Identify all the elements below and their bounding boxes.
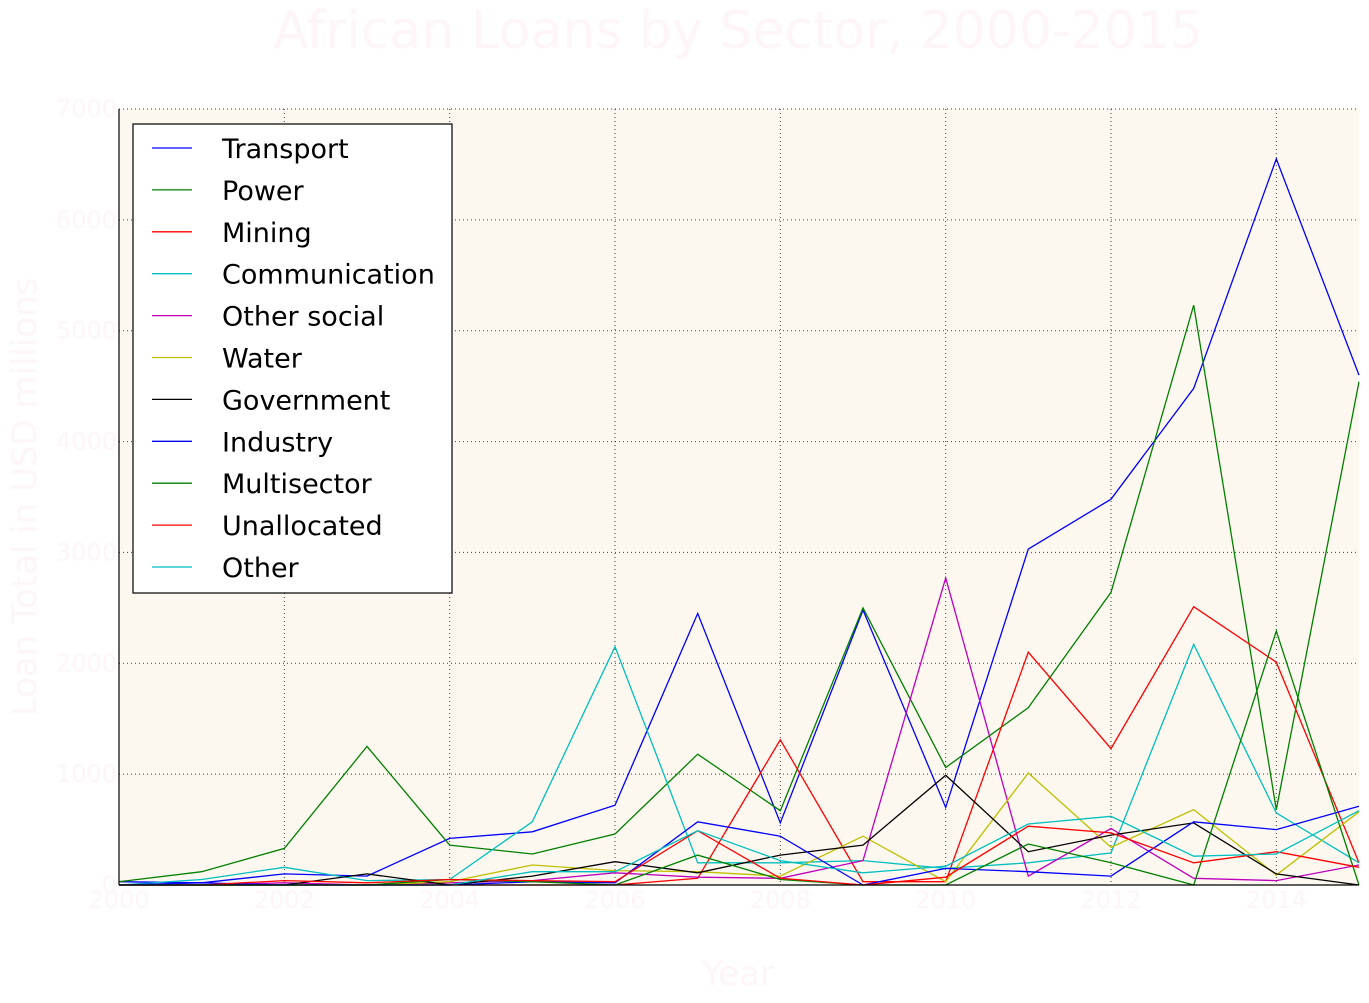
series-line-transport — [118, 157, 1360, 884]
series-line-other-social — [119, 575, 1360, 886]
x-tick-label: 2006 — [584, 886, 645, 914]
legend-label: Other social — [222, 302, 384, 333]
y-tick-label: 3000 — [56, 538, 117, 566]
legend-label: Transport — [221, 134, 349, 165]
x-tick-label: 2002 — [254, 886, 315, 914]
y-tick-label: 1000 — [56, 760, 117, 788]
y-tick-label: 4000 — [56, 428, 117, 456]
legend-label: Water — [222, 344, 303, 375]
legend-label: Unallocated — [222, 511, 383, 542]
y-tick-label: 2000 — [56, 649, 117, 677]
legend-label: Power — [222, 176, 305, 207]
x-tick-label: 2010 — [915, 886, 976, 914]
y-tick-label: 7000 — [56, 95, 117, 123]
x-tick-label: 2008 — [750, 886, 811, 914]
series-line-unallocated — [119, 825, 1360, 886]
legend-label: Industry — [222, 427, 333, 458]
x-tick-label: 2004 — [419, 886, 480, 914]
legend-label: Government — [222, 385, 390, 416]
series-line-government — [119, 774, 1360, 886]
x-tick-label: 2012 — [1080, 886, 1141, 914]
x-tick-label: 2014 — [1246, 886, 1307, 914]
y-tick-label: 6000 — [56, 206, 117, 234]
x-tick-label: 2000 — [88, 886, 149, 914]
y-tick-label: 5000 — [56, 317, 117, 345]
x-axis-label: Year — [701, 954, 774, 994]
legend-label: Communication — [222, 260, 435, 291]
legend: Transport Power Mining Communication Other s… — [132, 123, 453, 594]
legend-label: Multisector — [222, 469, 373, 500]
chart-title: African Loans by Sector, 2000-2015 — [273, 1, 1203, 61]
y-axis-label: Loan Total in USD millions — [5, 278, 45, 717]
legend-label: Mining — [222, 218, 312, 249]
series-line-power — [118, 305, 1360, 883]
legend-label: Other — [222, 553, 300, 584]
y-tick-label: 0 — [102, 871, 117, 899]
series-line-communication — [118, 642, 1360, 886]
legend-box — [132, 123, 453, 594]
